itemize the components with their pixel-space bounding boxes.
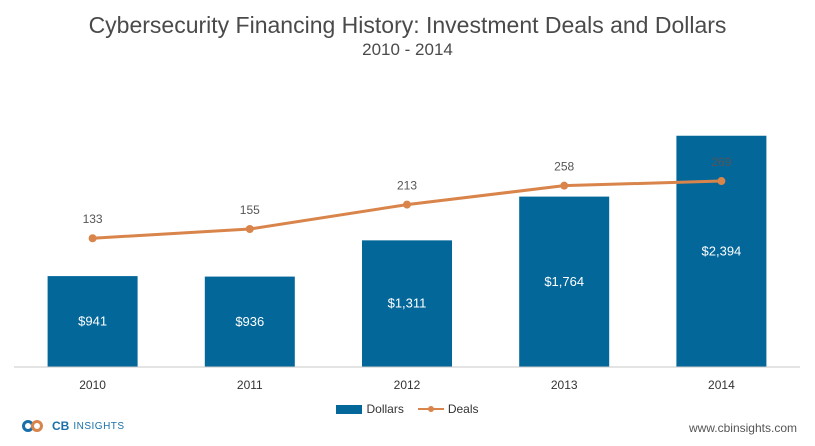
bar-dollars-2011 [204,276,295,367]
x-tick-label-2013: 2013 [551,378,578,392]
bar-dollars-2014 [676,135,767,367]
point-deals-2014 [717,177,726,186]
x-tick-label-2012: 2012 [394,378,421,392]
logo-brand-suffix: INSIGHTS [73,420,125,432]
point-label-2012: 213 [397,179,417,193]
logo-mark-icon [22,418,48,434]
point-deals-2011 [245,224,254,233]
legend-swatch-deals [417,404,444,414]
logo-brand: CB [52,419,70,433]
x-tick-label-2014: 2014 [708,378,735,392]
point-deals-2010 [88,234,97,243]
point-label-2013: 258 [554,160,574,174]
legend-label-deals: Deals [447,402,479,416]
bar-dollars-2010 [47,276,138,367]
legend-item-deals: Deals [417,402,479,416]
bar-label-2013: $1,764 [544,274,584,289]
bar-label-2011: $936 [235,314,264,329]
bar-dollars-2013 [519,196,610,367]
point-deals-2013 [560,181,569,190]
x-tick-label-2011: 2011 [237,378,263,392]
website-url[interactable]: www.cbinsights.com [688,421,797,435]
legend: Dollars Deals [0,402,815,416]
point-label-2010: 133 [83,212,103,226]
cb-insights-logo[interactable]: CB INSIGHTS [22,418,125,434]
point-label-2014: 269 [711,155,731,169]
x-tick-label-2010: 2010 [79,378,106,392]
bar-label-2014: $2,394 [702,243,742,258]
point-label-2011: 155 [240,203,260,217]
bar-label-2010: $941 [78,314,107,329]
chart-title: Cybersecurity Financing History: Investm… [88,12,727,38]
point-deals-2012 [403,200,411,209]
bar-dollars-2012 [362,240,452,367]
bar-label-2012: $1,311 [388,296,427,311]
chart-subtitle: 2010 - 2014 [362,40,453,59]
legend-item-dollars: Dollars [336,402,404,416]
legend-swatch-dollars [336,404,363,414]
legend-label-dollars: Dollars [366,402,404,416]
